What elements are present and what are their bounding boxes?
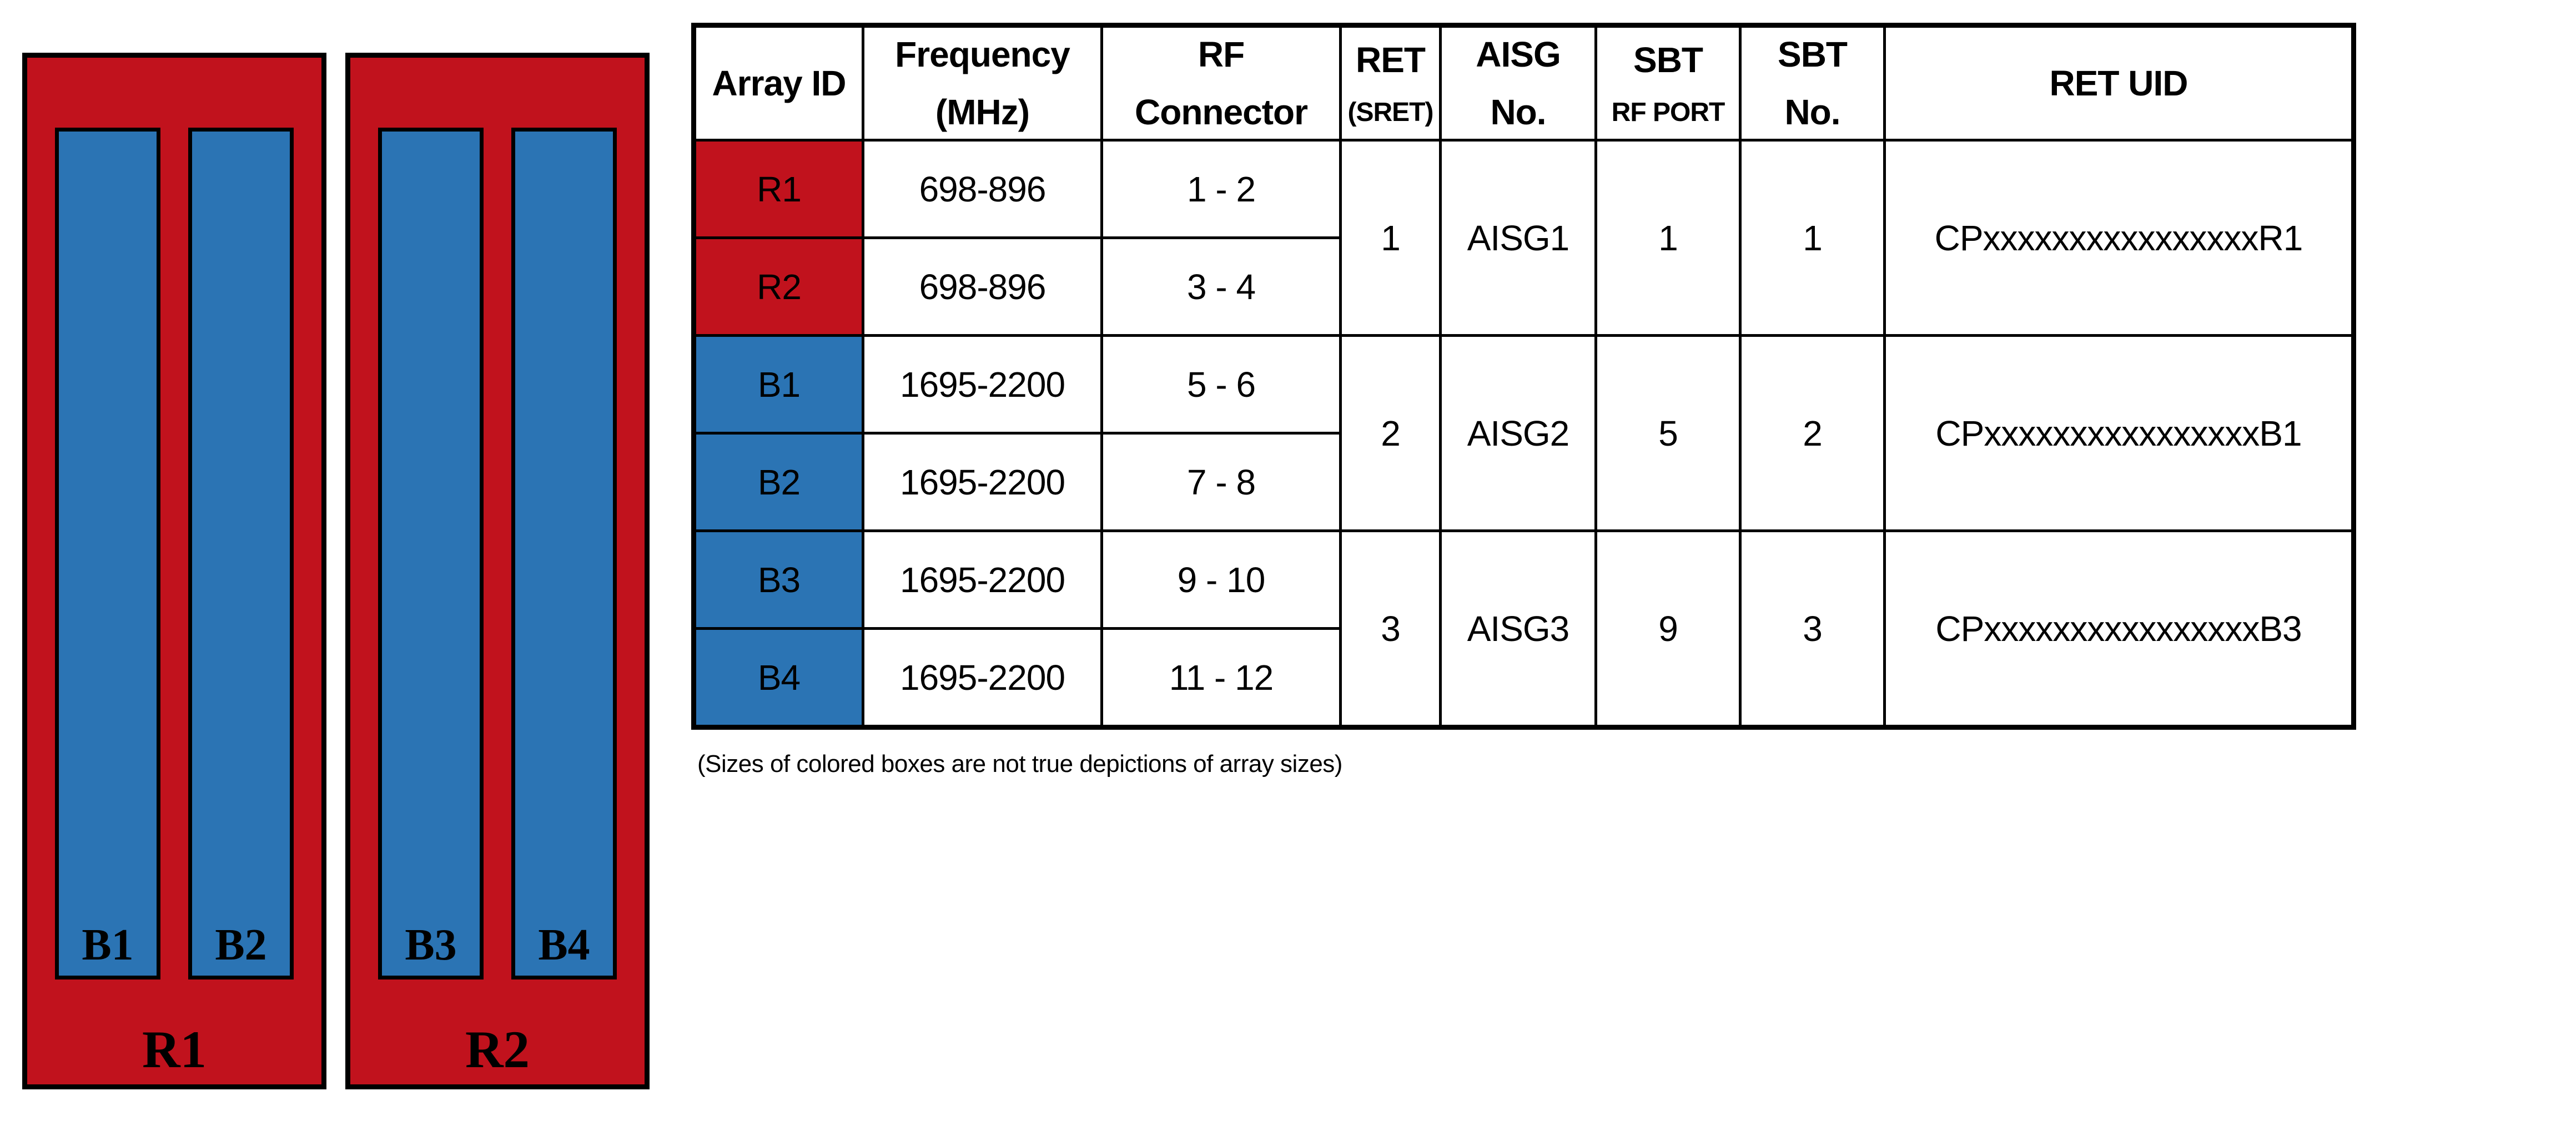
array-bay-b3: B3	[378, 128, 484, 979]
table-row: R1 698-896 1 - 2 1 AISG1 1 1 CPxxxxxxxxx…	[692, 139, 2355, 337]
header-sbt-rf-port: SBT RF PORT	[1594, 24, 1742, 142]
header-text: Frequency	[895, 34, 1070, 74]
table-row: B3 1695-2200 9 - 10 3 AISG3 9 3 CPxxxxxx…	[692, 529, 2355, 729]
cell-ret: 3	[1339, 529, 1442, 729]
header-text: AISG	[1476, 34, 1561, 74]
header-text: No.	[1490, 92, 1546, 132]
cell-aisg-no: AISG1	[1439, 139, 1597, 337]
header-rf-connector: RF Connector	[1100, 24, 1342, 142]
table-row: B2 1695-2200 7 - 8	[692, 432, 2354, 532]
cell-sbt-rf-port: 1	[1594, 139, 1742, 337]
header-text: No.	[1784, 92, 1840, 132]
cell-aisg-no: AISG2	[1439, 334, 1597, 532]
table-row: B4 1695-2200 11 - 12	[692, 627, 2354, 729]
array-bay-b4: B4	[511, 128, 617, 979]
bay-label-b4: B4	[538, 921, 590, 969]
cell-array-id: R1	[692, 139, 864, 239]
table-row: B1 1695-2200 5 - 6 2 AISG2 5 2 CPxxxxxxx…	[692, 334, 2355, 532]
header-ret-sret: RET (SRET)	[1339, 24, 1442, 142]
bay-label-b1: B1	[82, 921, 134, 969]
cell-frequency: 1695-2200	[862, 334, 1103, 435]
cell-ret-uid: CPxxxxxxxxxxxxxxxxB3	[1883, 529, 2355, 729]
cell-frequency: 1695-2200	[862, 529, 1103, 630]
header-text: RET UID	[2049, 63, 2188, 103]
header-ret-uid: RET UID	[1883, 24, 2355, 142]
cell-ret-uid: CPxxxxxxxxxxxxxxxxR1	[1883, 139, 2355, 337]
cell-rf-connector: 5 - 6	[1100, 334, 1342, 435]
cell-frequency: 1695-2200	[862, 432, 1103, 532]
header-text: SBT	[1778, 34, 1848, 74]
cell-array-id: R2	[692, 236, 864, 337]
table-header-row: Array ID Frequency (MHz) RF Connector RET (…	[692, 24, 2355, 142]
cell-ret: 1	[1339, 139, 1442, 337]
cell-array-id: B4	[692, 627, 864, 729]
cell-rf-connector: 11 - 12	[1100, 627, 1342, 729]
header-aisg-no: AISG No.	[1439, 24, 1597, 142]
array-bay-b2: B2	[188, 128, 294, 979]
panel-label-r1: R1	[142, 1020, 207, 1079]
cell-frequency: 1695-2200	[862, 627, 1103, 729]
header-sbt-no: SBT No.	[1739, 24, 1886, 142]
bay-label-b3: B3	[405, 921, 457, 969]
cell-sbt-no: 2	[1739, 334, 1886, 532]
cell-ret: 2	[1339, 334, 1442, 532]
header-text: SBT	[1633, 39, 1703, 80]
panel-label-r2: R2	[465, 1020, 530, 1079]
antenna-panel-r1: B1 B2 R1	[22, 53, 326, 1089]
cell-rf-connector: 1 - 2	[1100, 139, 1342, 239]
cell-rf-connector: 3 - 4	[1100, 236, 1342, 337]
antenna-panel-r2: B3 B4 R2	[345, 53, 650, 1089]
header-text: RF PORT	[1611, 97, 1725, 127]
figure-caption: (Sizes of colored boxes are not true dep…	[697, 750, 1342, 777]
cell-ret-uid: CPxxxxxxxxxxxxxxxxB1	[1883, 334, 2355, 532]
bay-label-b2: B2	[215, 921, 267, 969]
cell-array-id: B3	[692, 529, 864, 630]
header-frequency: Frequency (MHz)	[862, 24, 1103, 142]
cell-array-id: B1	[692, 334, 864, 435]
header-text: Connector	[1135, 92, 1308, 132]
cell-rf-connector: 7 - 8	[1100, 432, 1342, 532]
header-array-id: Array ID	[692, 24, 864, 142]
cell-frequency: 698-896	[862, 236, 1103, 337]
header-text: (SRET)	[1347, 97, 1434, 127]
table-row: R2 698-896 3 - 4	[692, 236, 2354, 337]
header-text: Array ID	[712, 63, 847, 103]
header-text: RF	[1198, 34, 1245, 74]
cell-sbt-rf-port: 5	[1594, 334, 1742, 532]
cell-sbt-no: 3	[1739, 529, 1886, 729]
cell-sbt-no: 1	[1739, 139, 1886, 337]
cell-aisg-no: AISG3	[1439, 529, 1597, 729]
cell-frequency: 698-896	[862, 139, 1103, 239]
cell-array-id: B2	[692, 432, 864, 532]
port-mapping-table: Array ID Frequency (MHz) RF Connector RET (…	[691, 23, 2356, 730]
cell-sbt-rf-port: 9	[1594, 529, 1742, 729]
array-bay-b1: B1	[55, 128, 160, 979]
header-text: (MHz)	[935, 92, 1030, 132]
header-text: RET	[1356, 39, 1426, 80]
cell-rf-connector: 9 - 10	[1100, 529, 1342, 630]
